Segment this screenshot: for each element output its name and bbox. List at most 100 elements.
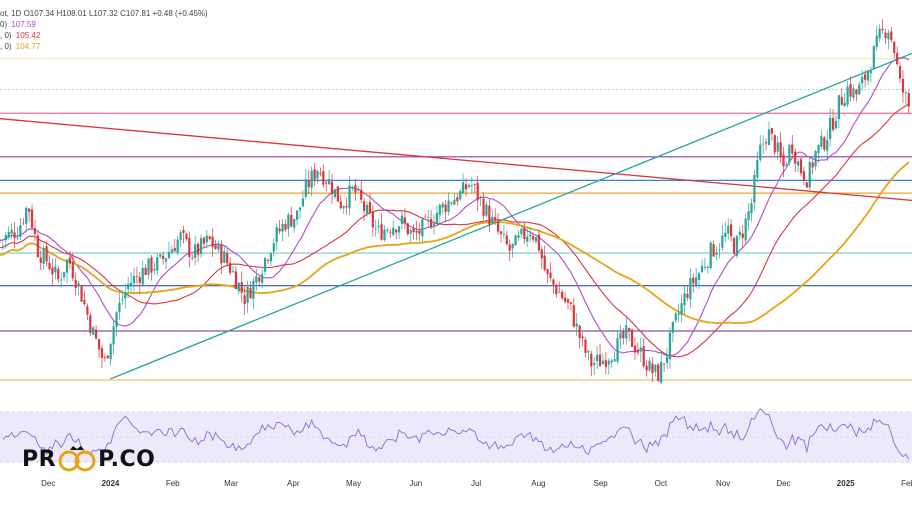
- candle-body: [607, 360, 610, 365]
- candle-body: [365, 204, 369, 214]
- candle-body: [750, 203, 753, 214]
- candle-body: [706, 266, 709, 268]
- candle-body: [185, 233, 188, 240]
- candle-body: [325, 182, 328, 184]
- candle-body: [633, 345, 637, 353]
- candle-body: [208, 236, 211, 240]
- candle-body: [118, 302, 121, 313]
- candle-body: [817, 144, 820, 154]
- candle-body: [389, 231, 392, 233]
- candle-body: [319, 173, 322, 174]
- candle-body: [462, 182, 465, 194]
- candle-body: [744, 218, 747, 241]
- candle-body: [820, 135, 823, 147]
- candle-body: [456, 197, 459, 202]
- candle-body: [601, 360, 605, 364]
- candle-body: [86, 306, 89, 315]
- candle-body: [511, 243, 514, 249]
- candle-body: [764, 142, 768, 144]
- candle-body: [115, 312, 118, 327]
- candle-body: [80, 285, 83, 302]
- candle-body: [28, 208, 31, 212]
- candle-body: [770, 128, 773, 134]
- candle-body: [657, 364, 660, 382]
- time-axis-label: Dec: [41, 479, 55, 488]
- candle-body: [162, 255, 165, 260]
- candle-body: [552, 279, 555, 285]
- candle-body: [485, 204, 488, 216]
- candle-body: [840, 96, 843, 105]
- candle-body: [19, 225, 22, 238]
- candle-body: [686, 293, 689, 298]
- candle-body: [756, 160, 759, 178]
- candle-body: [674, 313, 677, 321]
- candle-body: [473, 184, 476, 186]
- candle-body: [1, 239, 5, 241]
- moving-averages: [0, 57, 910, 358]
- candle-body: [421, 219, 424, 237]
- ma-row-orange: , 0) 104.77: [0, 41, 208, 52]
- candle-body: [703, 266, 706, 268]
- chart-legend: ot, 1D O107.34 H108.01 L107.32 C107.81 +…: [0, 8, 208, 52]
- candle-body: [759, 144, 762, 160]
- candle-body: [275, 227, 278, 243]
- candle-body: [753, 174, 756, 203]
- candle-body: [581, 336, 584, 339]
- candle-body: [298, 207, 302, 211]
- candle-body: [762, 143, 765, 145]
- candle-body: [258, 277, 261, 282]
- candle-body: [604, 360, 607, 368]
- candle-body: [199, 238, 203, 254]
- candle-body: [438, 204, 441, 215]
- time-axis-label: Apr: [287, 479, 300, 488]
- candle-body: [794, 151, 797, 164]
- candle-body: [211, 236, 214, 247]
- candle-body: [97, 339, 101, 350]
- candle-body: [293, 218, 296, 228]
- candle-body: [10, 229, 13, 234]
- candle-body: [441, 203, 444, 208]
- ma-red-line: [0, 103, 910, 358]
- candle-body: [342, 206, 345, 209]
- candle-body: [409, 230, 412, 234]
- time-axis-label: Aug: [531, 479, 545, 488]
- candle-body: [48, 262, 51, 270]
- candle-body: [357, 188, 360, 191]
- candle-body: [875, 35, 878, 48]
- time-axis-label: 2024: [102, 479, 120, 488]
- candle-body: [435, 213, 439, 224]
- candle-body: [529, 234, 532, 237]
- candle-body: [360, 189, 363, 200]
- candle-body: [572, 305, 575, 327]
- candle-body: [692, 277, 695, 284]
- candle-body: [791, 144, 794, 154]
- candle-body: [129, 282, 133, 287]
- candle-body: [598, 354, 602, 367]
- candle-body: [537, 234, 540, 251]
- candle-body: [459, 191, 462, 200]
- candle-body: [229, 263, 232, 273]
- candle-body: [112, 326, 115, 345]
- candle-body: [569, 302, 573, 304]
- candle-body: [447, 200, 450, 212]
- candle-body: [878, 28, 881, 39]
- candle-body: [890, 31, 893, 41]
- candle-body: [869, 70, 873, 74]
- candle-body: [901, 78, 905, 93]
- candle-body: [336, 186, 339, 202]
- candle-body: [852, 88, 855, 98]
- candle-body: [724, 232, 727, 237]
- candle-body: [237, 282, 240, 292]
- candle-body: [677, 313, 680, 315]
- candle-body: [654, 364, 657, 372]
- candle-body: [144, 267, 147, 275]
- candle-body: [584, 339, 587, 353]
- candle-body: [613, 359, 616, 362]
- candle-body: [202, 237, 205, 244]
- candle-body: [619, 332, 622, 339]
- candle-body: [68, 257, 72, 264]
- candle-body: [453, 199, 456, 205]
- candle-body: [747, 211, 750, 221]
- candle-body: [488, 205, 491, 225]
